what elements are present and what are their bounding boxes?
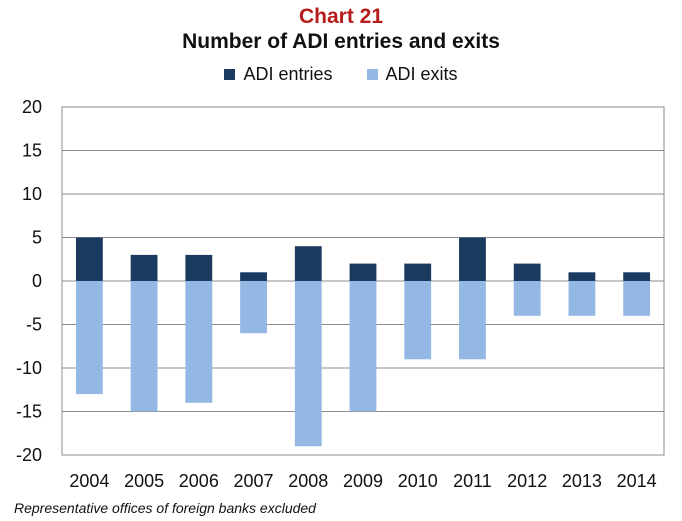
x-tick-label: 2008 xyxy=(288,471,328,491)
bar-entries xyxy=(568,272,596,281)
x-tick-label: 2014 xyxy=(617,471,657,491)
bar-exits xyxy=(294,281,322,447)
bar-entries xyxy=(623,272,651,281)
bar-exits xyxy=(568,281,596,316)
bar-exits xyxy=(130,281,158,412)
y-tick-label: -15 xyxy=(16,402,42,422)
bar-exits xyxy=(459,281,486,360)
legend-swatch-entries xyxy=(224,69,236,80)
y-tick-label: -5 xyxy=(26,315,42,335)
y-tick-label: -20 xyxy=(16,445,42,465)
bar-exits xyxy=(240,281,267,334)
y-tick-label: 0 xyxy=(32,271,42,291)
bar-entries xyxy=(404,263,432,281)
y-tick-label: 5 xyxy=(32,228,42,248)
bar-exits xyxy=(513,281,541,316)
bar-entries xyxy=(349,263,377,281)
x-tick-label: 2011 xyxy=(453,471,492,491)
footnote: Representative offices of foreign banks … xyxy=(14,500,316,516)
bar-exits xyxy=(185,281,213,403)
y-tick-label: 10 xyxy=(22,184,42,204)
bar-exits xyxy=(75,281,103,395)
chart-title: Number of ADI entries and exits xyxy=(182,30,500,53)
legend-swatch-exits xyxy=(366,69,378,80)
bar-entries xyxy=(130,254,158,281)
bar-exits xyxy=(349,281,377,412)
legend-label-exits: ADI exits xyxy=(385,64,458,84)
bar-exits xyxy=(404,281,432,360)
y-tick-label: 20 xyxy=(22,97,42,117)
y-tick-label: -10 xyxy=(16,358,42,378)
chart-number: Chart 21 xyxy=(298,5,384,28)
x-tick-label: 2005 xyxy=(124,471,164,491)
y-tick-label: 15 xyxy=(22,141,42,161)
bar-entries xyxy=(294,246,322,281)
bar-entries xyxy=(185,254,213,281)
x-tick-label: 2013 xyxy=(562,471,602,491)
legend-item-entries: ADI entries xyxy=(224,64,333,85)
bar-entries xyxy=(513,263,541,281)
legend-label-entries: ADI entries xyxy=(243,64,333,84)
x-tick-label: 2010 xyxy=(398,471,438,491)
x-tick-label: 2009 xyxy=(343,471,383,491)
x-tick-label: 2006 xyxy=(179,471,219,491)
bar-entries xyxy=(240,272,267,281)
x-tick-label: 2004 xyxy=(69,471,109,491)
bar-entries xyxy=(75,237,103,281)
legend-item-exits: ADI exits xyxy=(366,64,458,85)
x-tick-label: 2012 xyxy=(507,471,547,491)
bar-exits xyxy=(623,281,651,316)
x-tick-label: 2007 xyxy=(234,471,274,491)
legend: ADI entries ADI exits xyxy=(0,64,682,85)
bar-entries xyxy=(459,237,486,281)
